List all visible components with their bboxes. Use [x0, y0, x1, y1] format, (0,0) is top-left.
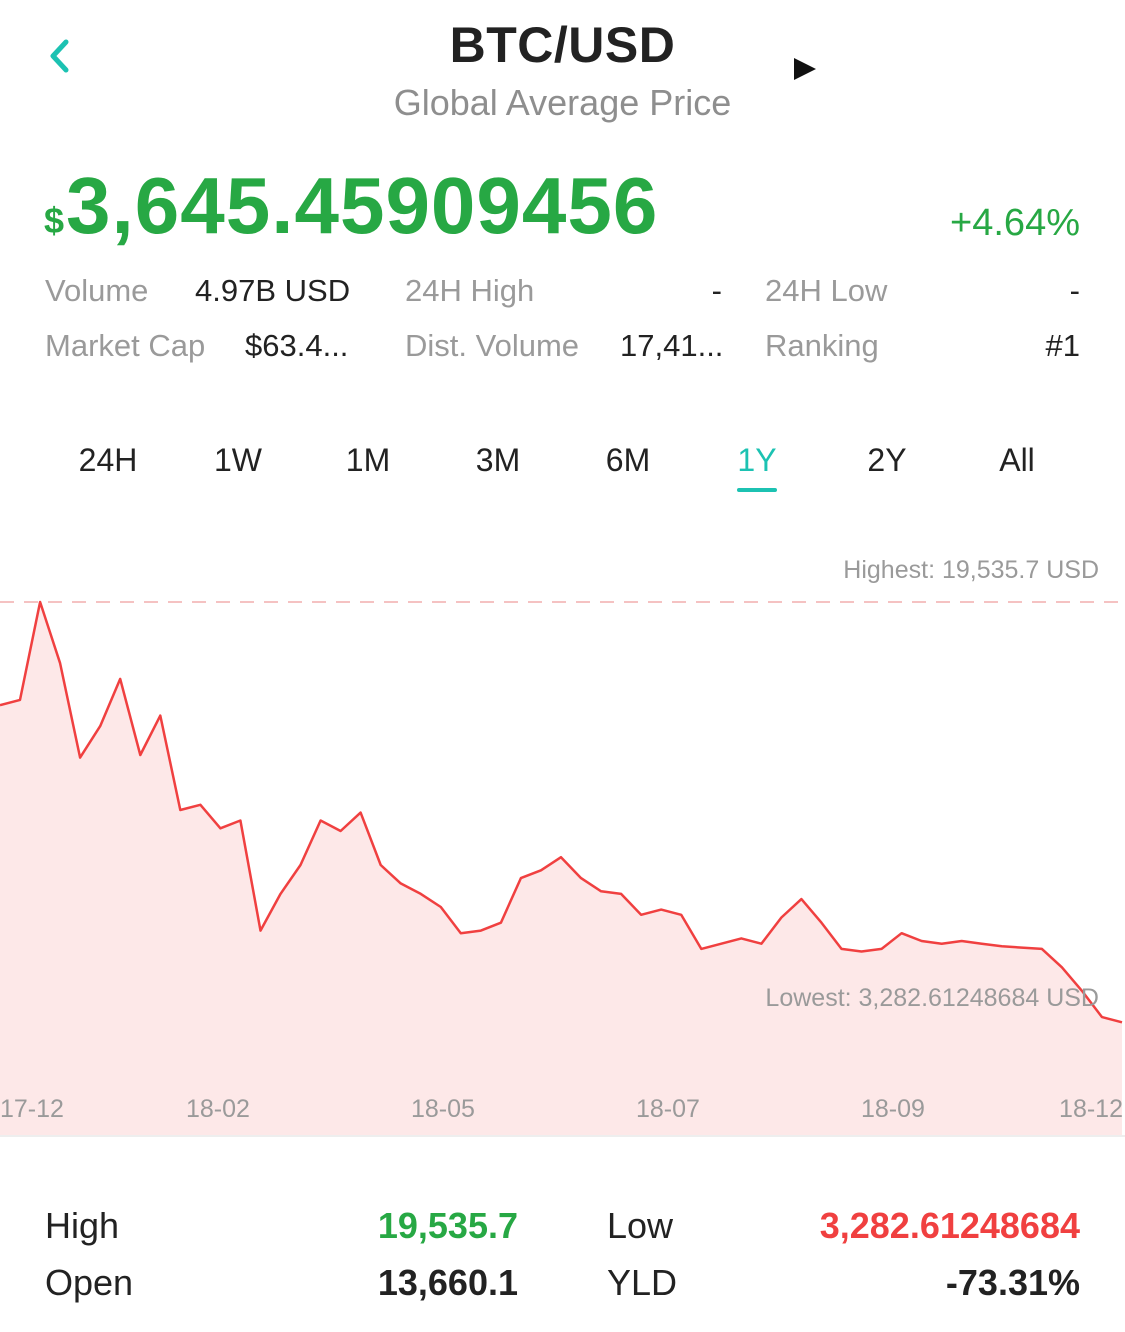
x-tick-label: 18-05	[411, 1095, 475, 1123]
market-cap-value: $63.4...	[245, 328, 349, 363]
summary-high-value: 19,535.7	[377, 1205, 518, 1246]
back-button[interactable]	[40, 30, 80, 80]
summary-open-value: 13,660.1	[377, 1262, 518, 1303]
dist-volume-label: Dist. Volume	[405, 328, 580, 363]
summary-low-value: 3,282.61248684	[819, 1205, 1080, 1246]
tab-1y[interactable]: 1Y	[737, 442, 777, 478]
low-24h-label: 24H Low	[765, 273, 888, 308]
x-tick-label: 17-12	[0, 1095, 64, 1123]
tab-1m[interactable]: 1M	[345, 442, 391, 478]
tab-6m[interactable]: 6M	[605, 442, 651, 478]
chevron-left-icon	[50, 39, 69, 73]
low-24h-value: -	[1069, 273, 1080, 308]
tab-2y[interactable]: 2Y	[867, 442, 907, 478]
play-icon	[794, 58, 816, 80]
play-button[interactable]	[790, 55, 820, 85]
highest-label: Highest: 19,535.7 USD	[843, 556, 1099, 584]
price-change: +4.64%	[950, 202, 1080, 244]
ranking-value: #1	[1045, 328, 1080, 363]
summary-high-label: High	[45, 1205, 120, 1246]
tab-1w[interactable]: 1W	[214, 442, 262, 478]
page-subtitle: Global Average Price	[393, 82, 732, 123]
high-24h-value: -	[711, 273, 722, 308]
tab-3m[interactable]: 3M	[475, 442, 521, 478]
currency-symbol: $	[44, 200, 65, 241]
chart-area-fill	[0, 602, 1122, 1136]
summary-open-label: Open	[45, 1262, 134, 1303]
x-tick-label: 18-09	[861, 1095, 925, 1123]
volume-value: 4.97B USD	[195, 273, 351, 308]
market-cap-label: Market Cap	[45, 328, 206, 363]
summary-yld-value: -73.31%	[945, 1262, 1080, 1303]
active-tab-indicator	[737, 488, 777, 492]
volume-label: Volume	[45, 273, 149, 308]
lowest-label: Lowest: 3,282.61248684 USD	[765, 984, 1099, 1012]
summary-low-label: Low	[607, 1205, 674, 1246]
x-tick-label: 18-07	[636, 1095, 700, 1123]
x-tick-label: 18-02	[186, 1095, 250, 1123]
tab-24h[interactable]: 24H	[78, 442, 138, 478]
price-chart[interactable]	[0, 540, 1125, 1140]
ranking-label: Ranking	[765, 328, 879, 363]
page-title: BTC/USD	[449, 17, 676, 73]
summary-yld-label: YLD	[607, 1262, 678, 1303]
price-value: 3,645.45909456	[66, 161, 659, 250]
dist-volume-value: 17,41...	[620, 328, 724, 363]
current-price: $3,645.45909456	[44, 160, 658, 252]
tab-all[interactable]: All	[999, 442, 1035, 478]
chart-price-line	[0, 600, 1123, 1024]
high-24h-label: 24H High	[405, 273, 535, 308]
x-tick-label: 18-12	[1059, 1095, 1123, 1123]
